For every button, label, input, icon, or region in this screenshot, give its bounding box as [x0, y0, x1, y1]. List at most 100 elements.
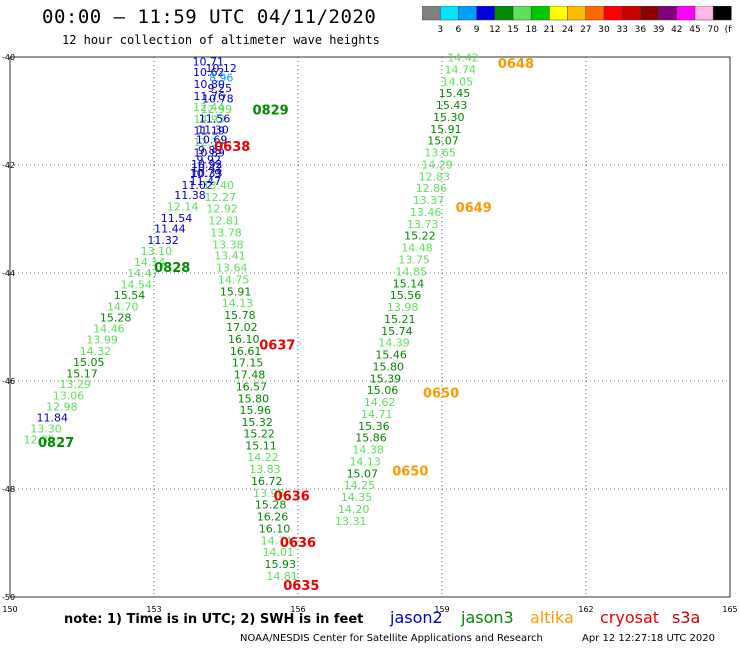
- wave-height-label: 15.07: [347, 467, 379, 480]
- wave-height-label: 12.86: [416, 182, 448, 195]
- pass-time-label: 0636: [274, 489, 310, 504]
- x-tick-label: 165: [722, 605, 737, 614]
- wave-height-label: 15.21: [384, 313, 416, 326]
- wave-height-label: 11.19: [193, 124, 225, 137]
- wave-height-label: 15.36: [358, 420, 390, 433]
- wave-height-label: 14.75: [218, 273, 250, 286]
- wave-height-label: 14.74: [444, 63, 476, 76]
- wave-height-label: 10.80: [193, 78, 225, 91]
- wave-height-label: 14.35: [341, 491, 373, 504]
- color-scale-label: 36: [635, 25, 647, 35]
- pass-time-label: 0649: [456, 201, 492, 216]
- wave-height-label: 15.14: [393, 277, 425, 290]
- wave-height-label: 9.83: [198, 144, 223, 157]
- wave-height-label: 15.22: [404, 230, 436, 243]
- wave-height-label: 10.92: [191, 158, 223, 171]
- wave-height-label: 10.79: [190, 167, 222, 180]
- wave-height-label: 15.28: [255, 499, 287, 512]
- wave-height-label: 13.46: [410, 206, 442, 219]
- y-tick-label: -44: [2, 269, 15, 278]
- wave-height-label: 11.38: [174, 189, 206, 202]
- wave-height-label: 14.46: [93, 323, 125, 336]
- wave-height-label: 14.13: [222, 297, 254, 310]
- wave-height-label: 17.02: [226, 321, 258, 334]
- wave-height-label: 13.38: [212, 238, 244, 251]
- x-tick-label: 159: [434, 605, 449, 614]
- legend-cryosat: cryosat: [600, 608, 660, 627]
- wave-height-label: 11.56: [199, 113, 231, 126]
- pass-time-label: 0648: [498, 57, 534, 72]
- wave-height-label: 11.84: [36, 412, 68, 425]
- wave-height-label: 14.38: [352, 444, 384, 457]
- pass-time-label: 0829: [253, 103, 289, 118]
- legend-s3a: s3a: [672, 608, 701, 627]
- color-scale-label: 42: [671, 25, 682, 35]
- footer-timestamp: Apr 12 12:27:18 UTC 2020: [582, 633, 715, 644]
- wave-height-label: 13.30: [30, 423, 62, 436]
- wave-height-label: 13.99: [86, 333, 118, 346]
- x-tick-label: 150: [2, 605, 17, 614]
- wave-height-label: 15.32: [241, 416, 273, 429]
- wave-height-label: 15.56: [390, 289, 422, 302]
- wave-height-label: 15.43: [436, 99, 468, 112]
- wave-height-label: 10.42: [191, 162, 223, 175]
- wave-height-label: 12.98: [46, 400, 78, 413]
- pass-time-label: 0636: [280, 536, 316, 551]
- wave-height-label: 10.33: [191, 167, 223, 180]
- wave-height-label: 15.17: [66, 367, 98, 380]
- wave-height-label: 15.11: [245, 439, 277, 452]
- wave-height-label: 12.99: [201, 103, 233, 116]
- wave-height-label: 16.61: [230, 345, 262, 358]
- wave-height-label: 15.07: [427, 135, 459, 148]
- wave-height-label: 14.74: [261, 534, 293, 547]
- wave-height-label: 14.13: [349, 455, 381, 468]
- color-scale-label: 9: [474, 25, 480, 35]
- wave-height-label: 12.44: [193, 101, 225, 114]
- wave-height-label: 14.20: [338, 503, 370, 516]
- wave-height-label: 13.40: [203, 179, 235, 192]
- wave-height-label: 12.14: [167, 201, 199, 214]
- wave-height-label: 9.92: [196, 154, 221, 167]
- pass-time-label: 0828: [154, 261, 190, 276]
- wave-height-label: 13.41: [214, 250, 246, 263]
- wave-height-label: 11.54: [161, 212, 193, 225]
- wave-height-label: 16.10: [259, 522, 291, 535]
- wave-height-label: 14.14: [134, 256, 166, 269]
- wave-height-label: 11.76: [193, 90, 225, 103]
- wave-height-label: 15.30: [433, 111, 465, 124]
- y-tick-label: -50: [2, 593, 15, 602]
- grid-lines: [10, 57, 730, 597]
- y-tick-label: -42: [2, 161, 15, 170]
- wave-height-label: 14.71: [361, 408, 393, 421]
- footer-credit: NOAA/NESDIS Center for Satellite Applica…: [240, 633, 543, 644]
- pass-time-label: 0650: [423, 386, 459, 401]
- color-scale-label: 15: [507, 25, 518, 35]
- wave-height-label: 14.47: [127, 267, 159, 280]
- wave-height-label: 13.65: [424, 147, 456, 160]
- wave-height-label: 15.54: [114, 289, 146, 302]
- pass-time-label: 0637: [259, 338, 295, 353]
- wave-height-label: 15.06: [367, 384, 399, 397]
- wave-height-label: 11.47: [190, 175, 222, 188]
- wave-height-label: 11.44: [154, 223, 186, 236]
- wave-height-label: 15.45: [439, 87, 471, 100]
- wave-height-label: 15.91: [430, 123, 462, 136]
- wave-height-label: 14.42: [447, 52, 479, 65]
- units-note: note: 1) Time is in UTC; 2) SWH is in fe…: [64, 612, 364, 627]
- color-scale-label: 45: [689, 25, 700, 35]
- wave-height-label: 14.93: [193, 113, 225, 126]
- y-tick-label: -46: [2, 377, 15, 386]
- x-tick-label: 156: [290, 605, 305, 614]
- wave-height-label: 14.54: [120, 278, 152, 291]
- chart-subtitle: 12 hour collection of altimeter wave hei…: [62, 33, 380, 47]
- color-scale-label: 27: [580, 25, 591, 35]
- y-tick-label: -48: [2, 485, 15, 494]
- wave-height-label: 15.78: [224, 309, 256, 322]
- color-scale-label: 21: [544, 25, 555, 35]
- wave-height-label: 13.75: [398, 254, 430, 267]
- wave-height-label: 11.30: [197, 123, 229, 136]
- wave-height-label: 15.28: [100, 311, 132, 324]
- chart-title: 00:00 – 11:59 UTC 04/11/2020: [42, 6, 377, 28]
- wave-height-label: 14.05: [442, 75, 474, 88]
